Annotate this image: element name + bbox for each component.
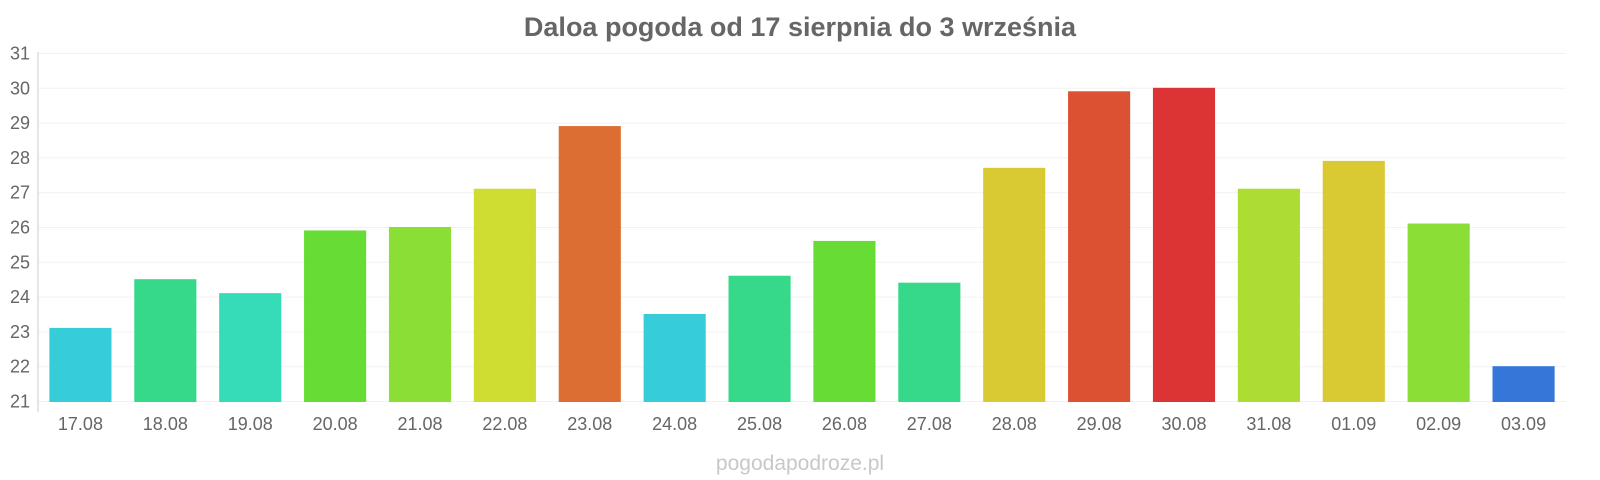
bar [728,275,791,402]
bar [643,314,706,402]
x-tick-label: 26.08 [822,414,867,434]
x-tick-label: 02.09 [1416,414,1461,434]
watermark: pogodapodroze.pl [716,452,884,475]
x-axis-ticks: 17.08 18.08 19.08 20.08 21.08 22.08 23.08 24.08… [58,414,1546,434]
y-tick-label: 28 [10,148,30,168]
y-tick-label: 23 [10,322,30,342]
x-tick-label: 29.08 [1077,414,1122,434]
bar [1492,366,1555,403]
grid-lines [38,53,1566,402]
x-tick-label: 21.08 [397,414,442,434]
x-tick-label: 20.08 [313,414,358,434]
y-tick-label: 22 [10,357,30,377]
y-tick-label: 25 [10,252,30,272]
y-tick-label: 26 [10,218,30,238]
bar [1237,188,1300,402]
bar [304,230,367,402]
y-tick-label: 27 [10,183,30,203]
x-tick-label: 25.08 [737,414,782,434]
bar [49,327,112,403]
bars [49,87,1555,403]
bar [813,240,876,402]
bar [1322,160,1385,402]
x-tick-label: 23.08 [567,414,612,434]
y-tick-label: 31 [10,44,30,64]
chart-title: Daloa pogoda od 17 sierpnia do 3 wrześni… [524,12,1077,42]
x-tick-label: 27.08 [907,414,952,434]
bar [473,188,536,402]
x-tick-label: 19.08 [228,414,273,434]
bar [388,227,452,402]
x-tick-label: 18.08 [143,414,188,434]
x-tick-label: 28.08 [992,414,1037,434]
x-tick-label: 31.08 [1246,414,1291,434]
x-tick-label: 24.08 [652,414,697,434]
bar [1407,223,1470,402]
x-tick-label: 22.08 [482,414,527,434]
y-axis-ticks: 21 22 23 24 25 26 27 28 29 30 31 [10,44,30,412]
bar [983,167,1046,402]
bar [558,126,621,403]
bar [134,279,197,403]
bar [898,282,961,402]
x-tick-label: 17.08 [58,414,103,434]
y-tick-label: 21 [10,392,30,412]
x-tick-label: 30.08 [1161,414,1206,434]
x-tick-label: 03.09 [1501,414,1546,434]
bar [219,293,282,402]
y-tick-label: 29 [10,113,30,133]
y-tick-label: 24 [10,287,30,307]
bar [1152,87,1216,403]
x-tick-label: 01.09 [1331,414,1376,434]
y-tick-label: 30 [10,78,30,98]
bar [1068,91,1131,402]
